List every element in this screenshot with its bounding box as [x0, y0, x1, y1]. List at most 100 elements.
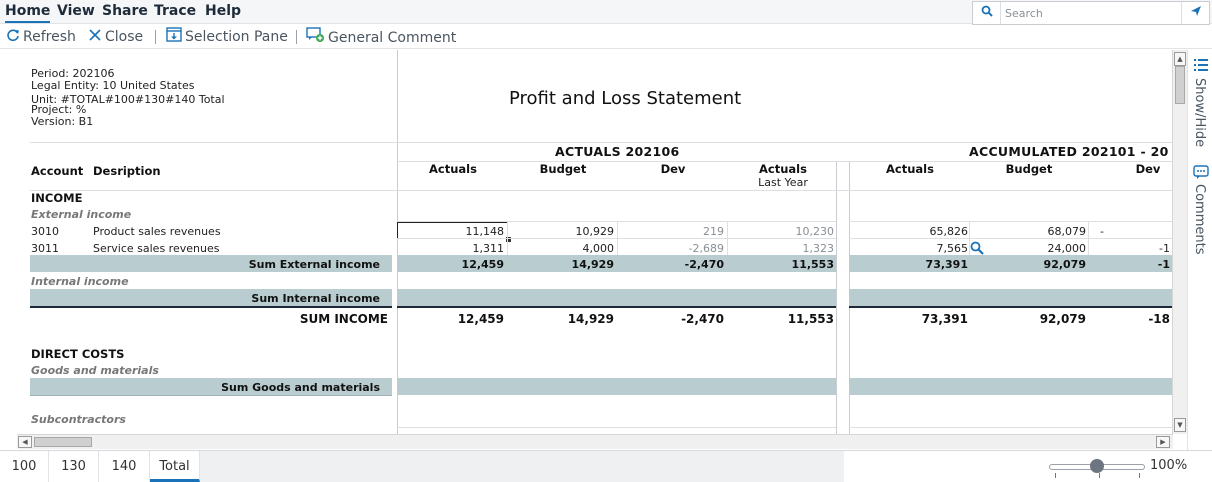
show-hide-toggle[interactable]: Show/Hide: [1192, 78, 1207, 148]
search-input[interactable]: [1005, 4, 1175, 22]
sum-income-acc-dev[interactable]: -18: [1148, 312, 1170, 326]
comments-toggle[interactable]: Comments: [1192, 184, 1207, 255]
scroll-up-icon[interactable]: ▲: [1174, 52, 1186, 66]
total-rule: [397, 306, 836, 308]
report-view: Period: 202106 Legal Entity: 10 United S…: [0, 50, 1172, 434]
cell-3010-budget[interactable]: 10,929: [575, 225, 615, 238]
sum-band: [849, 255, 1172, 272]
sum-income-actuals-ly[interactable]: 11,553: [787, 312, 834, 326]
list-icon[interactable]: [1192, 58, 1210, 74]
sum-external-actuals-ly[interactable]: 11,553: [791, 258, 834, 271]
sheet-tab-bar: 100 130 140 Total 100%: [0, 450, 1212, 482]
side-panel: Show/Hide Comments: [1187, 50, 1212, 450]
sum-income-acc-budget[interactable]: 92,079: [1039, 312, 1086, 326]
header-acc-dev: Dev: [1135, 162, 1161, 176]
cell-3011-acc-dev[interactable]: -1: [1159, 242, 1170, 255]
header-dev: Dev: [660, 162, 686, 176]
header-divider: [397, 161, 1172, 162]
menu-share[interactable]: Share: [102, 3, 148, 19]
tab-100[interactable]: 100: [0, 451, 49, 482]
menu-view[interactable]: View: [57, 3, 95, 19]
tab-140[interactable]: 140: [99, 451, 150, 482]
row-divider: [849, 238, 1172, 239]
cell-3011-actuals[interactable]: 1,311: [472, 242, 505, 255]
refresh-button[interactable]: Refresh: [6, 27, 76, 47]
sum-internal-label: Sum Internal income: [251, 292, 380, 305]
vertical-scrollbar[interactable]: ▲ ▼: [1172, 50, 1187, 434]
sum-income-budget[interactable]: 14,929: [567, 312, 614, 326]
cell-3011-acc-budget[interactable]: 24,000: [1047, 242, 1087, 255]
search-box: [972, 1, 1210, 25]
toolbar-divider: [296, 30, 297, 44]
drilldown-magnifier-icon[interactable]: [970, 240, 984, 259]
header-budget: Budget: [539, 162, 587, 176]
close-button[interactable]: Close: [88, 27, 143, 47]
total-rule: [30, 306, 392, 308]
sum-external-acc-actuals[interactable]: 73,391: [925, 258, 968, 271]
sum-income-acc-actuals[interactable]: 73,391: [921, 312, 968, 326]
selection-pane-icon: [166, 27, 182, 47]
menu-help[interactable]: Help: [205, 3, 242, 19]
zoom-tick: [1055, 473, 1056, 478]
row-divider: [849, 427, 1172, 428]
cell-divider: [617, 221, 618, 255]
selection-pane-button[interactable]: Selection Pane: [166, 27, 288, 47]
scroll-right-icon[interactable]: ▶: [1156, 436, 1170, 448]
tab-130[interactable]: 130: [49, 451, 99, 482]
sum-external-dev[interactable]: -2,470: [684, 258, 724, 271]
header-acc-budget: Budget: [1005, 162, 1053, 176]
total-rule: [849, 306, 1172, 308]
meta-legal-entity: Legal Entity: 10 United States: [31, 79, 195, 92]
sum-goods-label: Sum Goods and materials: [221, 381, 380, 394]
search-icon[interactable]: [973, 2, 1001, 24]
tab-total[interactable]: Total: [150, 451, 200, 482]
general-comment-button[interactable]: General Comment: [306, 27, 456, 47]
cell-3010-acc-dev[interactable]: -: [1100, 225, 1104, 238]
sum-band: [849, 378, 1172, 395]
comment-icon[interactable]: [1192, 165, 1210, 181]
sum-income-dev[interactable]: -2,470: [681, 312, 724, 326]
horizontal-scrollbar[interactable]: ◀ ▶: [17, 434, 1173, 449]
subsection-goods-materials: Goods and materials: [31, 364, 159, 377]
cell-3010-acc-actuals[interactable]: 65,826: [929, 225, 969, 238]
sum-external-acc-budget[interactable]: 92,079: [1043, 258, 1086, 271]
scroll-down-icon[interactable]: ▼: [1174, 418, 1186, 432]
header-acc-actuals: Actuals: [886, 162, 934, 176]
close-label: Close: [105, 29, 144, 45]
sum-income-actuals[interactable]: 12,459: [457, 312, 504, 326]
subsection-internal-income: Internal income: [31, 275, 129, 288]
cell-3010-actuals-ly[interactable]: 10,230: [795, 225, 835, 238]
zoom-level-label: 100%: [1150, 458, 1188, 473]
vertical-scroll-thumb[interactable]: [1175, 66, 1185, 104]
zoom-tick: [1099, 473, 1100, 478]
header-divider: [30, 142, 1172, 143]
cell-3010-dev[interactable]: 219: [703, 225, 724, 238]
row-divider: [849, 221, 1172, 222]
sum-band: [397, 289, 836, 306]
cell-3010-actuals[interactable]: 11,148: [465, 225, 505, 238]
row-3010-account: 3010: [31, 225, 59, 238]
cell-3011-dev[interactable]: -2,689: [688, 242, 724, 255]
header-divider: [30, 190, 1172, 191]
cell-3011-acc-actuals[interactable]: 7,565: [936, 242, 969, 255]
menu-home[interactable]: Home: [5, 3, 51, 23]
zoom-tick: [1139, 473, 1140, 478]
cell-3011-actuals-ly[interactable]: 1,323: [802, 242, 835, 255]
cell-3011-budget[interactable]: 4,000: [582, 242, 615, 255]
horizontal-scroll-thumb[interactable]: [34, 437, 92, 447]
sum-external-budget[interactable]: 14,929: [571, 258, 614, 271]
col-group-accumulated: ACCUMULATED 202101 - 20: [969, 144, 1169, 159]
cell-divider: [1088, 221, 1089, 255]
cell-divider: [727, 221, 728, 255]
send-icon[interactable]: [1181, 2, 1209, 24]
section-income: INCOME: [31, 191, 83, 205]
cell-3010-acc-budget[interactable]: 68,079: [1047, 225, 1087, 238]
zoom-slider-knob[interactable]: [1090, 459, 1104, 473]
subsection-external-income: External income: [31, 208, 132, 221]
sum-external-actuals[interactable]: 12,459: [461, 258, 504, 271]
menu-trace[interactable]: Trace: [154, 3, 197, 19]
fill-handle[interactable]: [506, 237, 511, 242]
scroll-left-icon[interactable]: ◀: [18, 436, 32, 448]
sum-external-acc-dev[interactable]: -1: [1157, 258, 1170, 271]
sum-external-label: Sum External income: [248, 258, 380, 271]
